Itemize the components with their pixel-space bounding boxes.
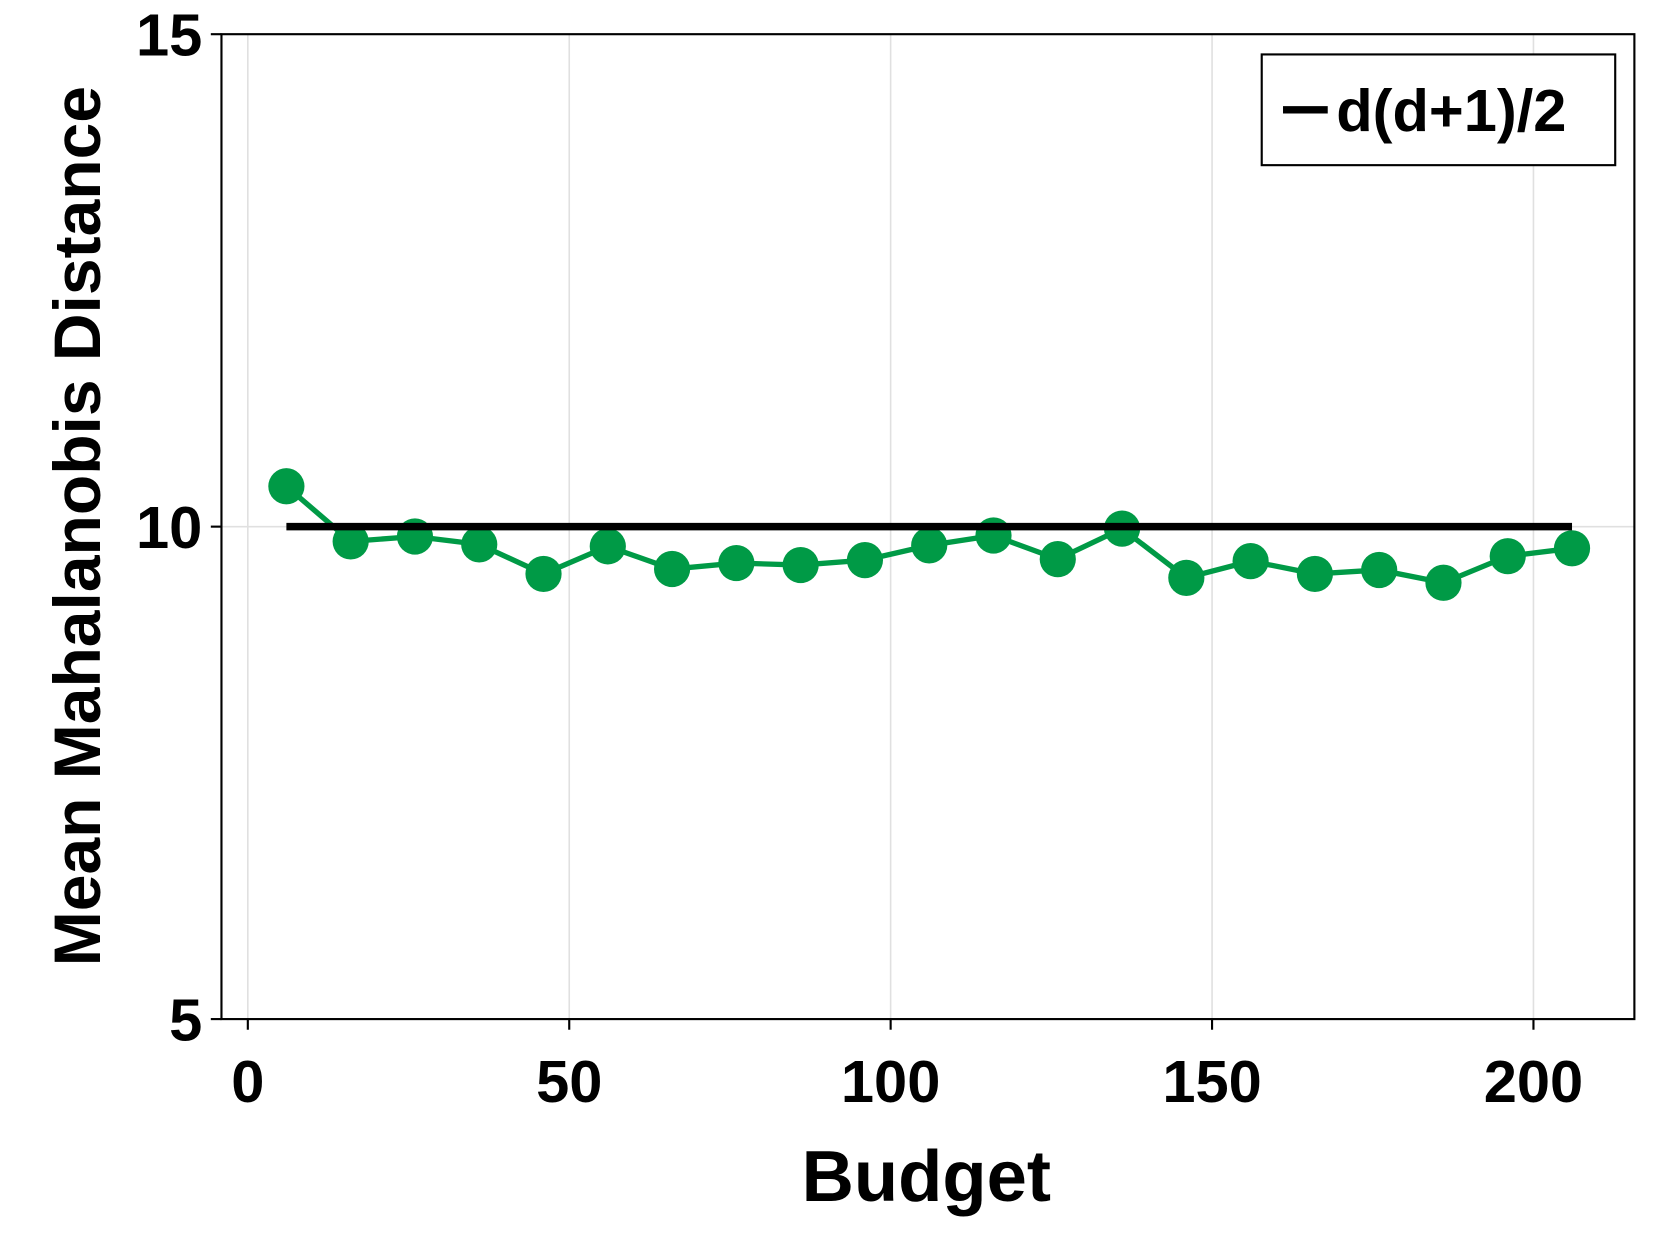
y-tick-label: 5 — [169, 986, 202, 1053]
x-tick-label: 150 — [1162, 1048, 1261, 1115]
point — [1296, 555, 1334, 593]
legend: d(d+1)/2 — [1260, 53, 1617, 167]
x-tick-label: 200 — [1484, 1048, 1583, 1115]
point — [782, 546, 819, 584]
point — [1553, 530, 1591, 567]
point — [1232, 543, 1269, 580]
point — [1425, 564, 1462, 601]
point — [975, 517, 1012, 554]
point — [268, 468, 305, 505]
point — [911, 527, 948, 564]
x-tick-label: 50 — [536, 1048, 602, 1115]
y-axis-label: Mean Mahalanobis Distance — [40, 86, 114, 966]
point — [1168, 559, 1205, 596]
point — [1039, 541, 1076, 578]
point — [846, 542, 884, 579]
point — [525, 555, 562, 593]
point — [1361, 551, 1398, 589]
point — [589, 528, 626, 565]
point — [653, 550, 691, 588]
plot-frame — [220, 33, 1636, 1021]
y-tick-label: 15 — [136, 1, 202, 68]
legend-label: d(d+1)/2 — [1336, 77, 1566, 144]
point — [1489, 538, 1526, 575]
x-tick-label: 100 — [841, 1048, 940, 1115]
point — [461, 526, 498, 563]
x-tick-label: 0 — [231, 1048, 264, 1115]
y-tick-label: 10 — [136, 494, 202, 561]
point — [718, 544, 755, 582]
point — [332, 523, 369, 560]
x-axis-label: Budget — [802, 1136, 1051, 1217]
